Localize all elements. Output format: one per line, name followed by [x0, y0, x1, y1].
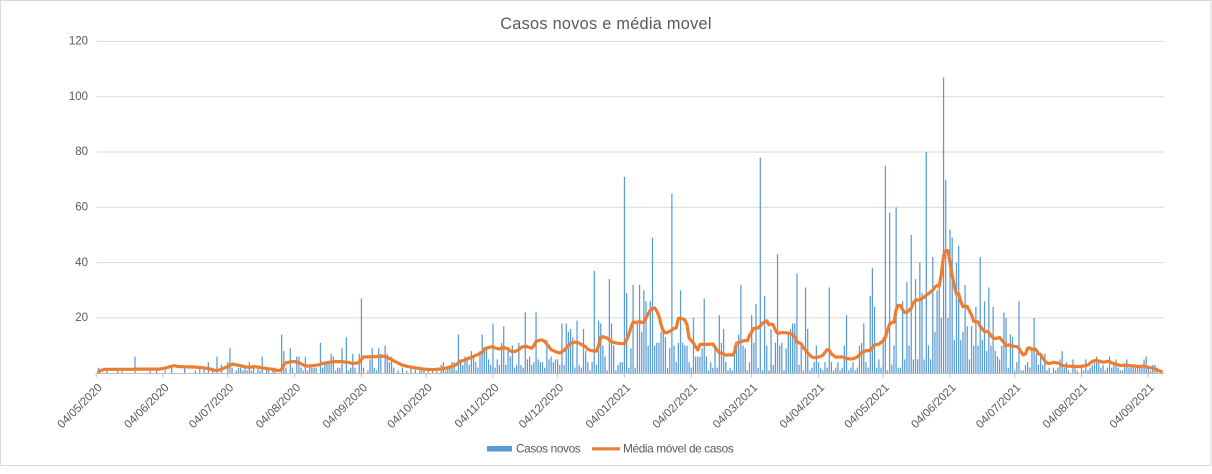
svg-text:Casos novos: Casos novos	[516, 441, 581, 455]
svg-text:Casos novos e média movel: Casos novos e média movel	[500, 15, 712, 33]
svg-text:Média móvel de casos: Média móvel de casos	[623, 441, 734, 455]
svg-text:20: 20	[75, 312, 88, 324]
svg-text:120: 120	[69, 36, 88, 48]
svg-text:40: 40	[75, 257, 88, 269]
svg-text:100: 100	[69, 91, 88, 103]
svg-text:60: 60	[75, 202, 88, 214]
svg-text:80: 80	[75, 146, 88, 158]
